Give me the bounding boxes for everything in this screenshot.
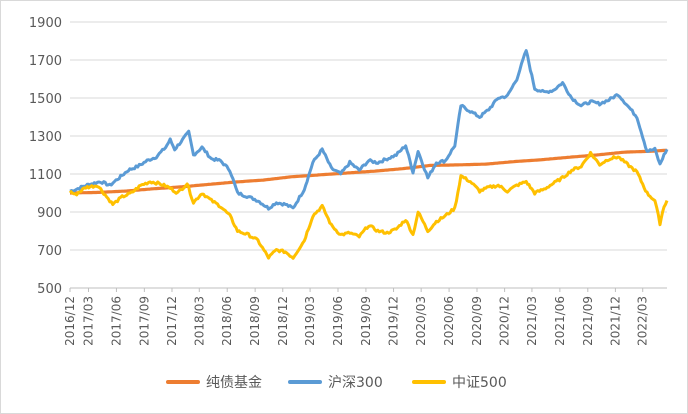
x-tick-label: 2018/06 bbox=[220, 296, 234, 346]
y-tick-label: 1700 bbox=[29, 54, 62, 69]
x-tick-label: 2016/12 bbox=[63, 296, 77, 346]
y-tick-label: 700 bbox=[37, 244, 62, 259]
x-tick-label: 2021/06 bbox=[553, 296, 567, 346]
x-tick-label: 2018/12 bbox=[276, 296, 290, 346]
x-tick-label: 2017/03 bbox=[82, 296, 96, 346]
x-tick-label: 2021/09 bbox=[581, 296, 595, 346]
series-line-3 bbox=[68, 150, 669, 260]
gridlines bbox=[70, 21, 667, 289]
x-tick-label: 2017/06 bbox=[109, 296, 123, 346]
x-tick-label: 2019/06 bbox=[331, 296, 345, 346]
legend-label: 沪深300 bbox=[328, 375, 383, 391]
x-tick-label: 2018/03 bbox=[192, 296, 206, 346]
series-line-1 bbox=[69, 148, 668, 195]
x-tick-label: 2017/09 bbox=[137, 296, 151, 346]
x-tick-label: 2020/06 bbox=[442, 296, 456, 346]
x-tick-label: 2018/09 bbox=[248, 296, 262, 346]
y-tick-label: 1300 bbox=[29, 130, 62, 145]
y-tick-label: 1900 bbox=[29, 16, 62, 31]
y-tick-label: 1500 bbox=[29, 92, 62, 107]
y-tick-label: 500 bbox=[37, 282, 62, 297]
x-tick-label: 2021/03 bbox=[525, 296, 539, 346]
x-tick-label: 2017/12 bbox=[165, 296, 179, 346]
x-tick-label: 2020/03 bbox=[414, 296, 428, 346]
y-tick-label: 1100 bbox=[29, 168, 62, 183]
x-tick-label: 2020/09 bbox=[470, 296, 484, 346]
series-lines bbox=[68, 49, 669, 260]
legend-label: 纯债基金 bbox=[206, 374, 262, 391]
series-line-2 bbox=[69, 49, 669, 211]
x-tick-label: 2020/12 bbox=[498, 296, 512, 346]
x-tick-label: 2019/09 bbox=[359, 296, 373, 346]
x-axis-ticks: 2016/12 2017/03 2017/06 2017/09 2017/12 2018/… bbox=[63, 288, 650, 346]
legend-label: 中证500 bbox=[452, 375, 507, 391]
x-tick-label: 2019/12 bbox=[387, 296, 401, 346]
legend: 纯债基金 沪深300 中证500 bbox=[166, 374, 507, 391]
x-tick-label: 2022/03 bbox=[636, 296, 650, 346]
x-tick-label: 2019/03 bbox=[303, 296, 317, 346]
y-tick-label: 900 bbox=[37, 206, 62, 221]
y-axis-ticks: 500 700 900 1100 1300 1500 1700 1900 bbox=[29, 16, 62, 297]
x-tick-label: 2021/12 bbox=[608, 296, 622, 346]
